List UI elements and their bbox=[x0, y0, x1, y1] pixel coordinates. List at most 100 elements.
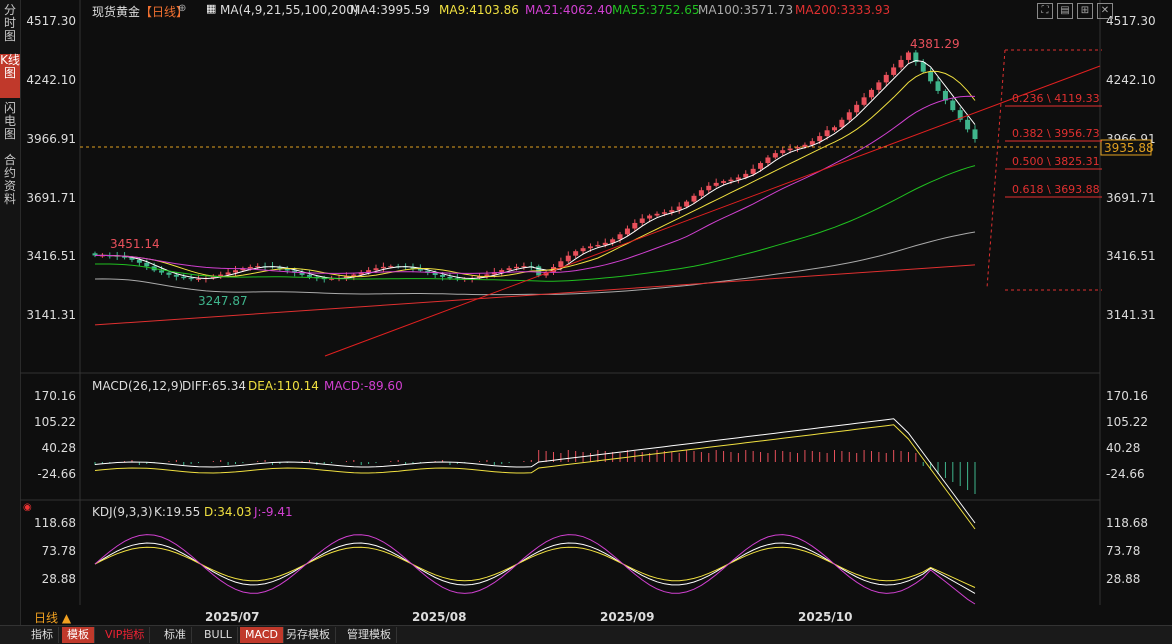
candle-body bbox=[388, 266, 394, 268]
macd-dea: DEA:110.14 bbox=[248, 379, 319, 393]
candle-body bbox=[218, 274, 224, 277]
ma100-line bbox=[94, 231, 976, 296]
kdj-d-line bbox=[94, 546, 976, 588]
candle-body bbox=[595, 244, 601, 247]
ma9-line bbox=[94, 70, 976, 278]
candle-body bbox=[868, 89, 874, 98]
candle-body bbox=[299, 272, 305, 275]
candle-body bbox=[765, 157, 771, 164]
candle-body bbox=[602, 242, 608, 245]
candle-body bbox=[136, 259, 142, 263]
candle-body bbox=[166, 272, 172, 275]
kdj-axis-label: 28.88 bbox=[1106, 572, 1140, 586]
macd-dea-line bbox=[94, 424, 976, 530]
zoom-icon[interactable]: ⊞ bbox=[1077, 3, 1093, 19]
tab-kline-chart[interactable]: K线图 bbox=[0, 54, 20, 98]
fullscreen-icon[interactable]: ⛶ bbox=[1037, 3, 1053, 19]
candle-body bbox=[425, 270, 431, 273]
kdj-settings-icon[interactable]: ◉ bbox=[23, 502, 32, 513]
tab-manage-templates[interactable]: 管理模板 bbox=[342, 627, 397, 643]
ma200-line bbox=[94, 264, 976, 326]
kdj-axis-label: 73.78 bbox=[42, 544, 76, 558]
candle-body bbox=[210, 276, 216, 279]
period-selector[interactable]: 日线 ▲ bbox=[34, 611, 72, 625]
fib-level-label: 0.618 \ 3693.88 bbox=[1012, 183, 1100, 196]
candle-body bbox=[942, 90, 948, 101]
kdj-k: K:19.55 bbox=[154, 505, 201, 519]
period-tag[interactable]: 【日线】 bbox=[140, 5, 189, 19]
candle-body bbox=[92, 253, 98, 256]
ma4-line bbox=[94, 59, 976, 280]
tab-flash-chart[interactable]: 闪电图 bbox=[3, 101, 16, 141]
candle-body bbox=[920, 62, 926, 72]
candle-body bbox=[321, 278, 327, 280]
kline-chart-svg[interactable]: 4517.30 4242.10 3966.91 3691.71 3416.51 3141.… bbox=[20, 0, 1172, 625]
candle-body bbox=[440, 274, 446, 277]
candle-body bbox=[905, 52, 911, 60]
candle-body bbox=[795, 147, 801, 149]
macd-axis-label: 170.16 bbox=[1106, 389, 1148, 403]
candle-body bbox=[255, 266, 261, 268]
low-annotation: 3247.87 bbox=[198, 294, 248, 308]
candle-body bbox=[913, 52, 919, 63]
candle-body bbox=[817, 136, 823, 142]
tab-macd[interactable]: MACD bbox=[240, 627, 284, 643]
symbol-name: 现货黄金 bbox=[92, 5, 141, 19]
grid-icon[interactable]: ▤ bbox=[1057, 3, 1073, 19]
price-axis-label: 3416.51 bbox=[26, 249, 76, 263]
candle-body bbox=[883, 74, 889, 83]
candle-body bbox=[373, 268, 379, 271]
color-palette-icon[interactable]: ▦ bbox=[206, 2, 217, 15]
date-axis-label: 2025/08 bbox=[412, 610, 466, 624]
candle-body bbox=[891, 67, 897, 75]
ma55-line bbox=[95, 165, 976, 282]
macd-diff-line bbox=[94, 418, 976, 524]
candle-body bbox=[351, 274, 357, 277]
tab-save-template[interactable]: 另存模板 bbox=[281, 627, 336, 643]
candle-body bbox=[477, 276, 483, 278]
trend-line bbox=[324, 65, 1101, 357]
candle-body bbox=[743, 173, 749, 178]
kdj-name: KDJ(9,3,3) bbox=[92, 505, 153, 519]
close-icon[interactable]: ✕ bbox=[1097, 3, 1113, 19]
candle-body bbox=[558, 261, 564, 268]
candle-body bbox=[654, 213, 660, 216]
candle-body bbox=[684, 201, 690, 207]
price-axis-label: 3416.51 bbox=[1106, 249, 1156, 263]
kdj-d: D:34.03 bbox=[204, 505, 252, 519]
settings-icon[interactable]: ⊕ bbox=[178, 3, 187, 14]
tab-contract-info[interactable]: 合约资料 bbox=[3, 153, 16, 206]
candle-body bbox=[854, 104, 860, 113]
candle-body bbox=[277, 267, 283, 269]
candle-body bbox=[366, 270, 372, 273]
candle-body bbox=[735, 177, 741, 180]
candle-body bbox=[122, 256, 128, 258]
tab-indicators[interactable]: 指标 bbox=[26, 627, 59, 643]
tab-vip-indicators[interactable]: VIP指标 bbox=[100, 627, 151, 643]
ma-params: MA(4,9,21,55,100,200) bbox=[220, 3, 359, 17]
kdj-axis-label: 118.68 bbox=[34, 516, 76, 530]
kdj-j: J:-9.41 bbox=[254, 505, 293, 519]
candle-body bbox=[846, 112, 852, 120]
price-axis-label: 3141.31 bbox=[1106, 308, 1156, 322]
candle-body bbox=[728, 179, 734, 182]
macd-name: MACD(26,12,9) bbox=[92, 379, 184, 393]
kdj-axis-label: 28.88 bbox=[42, 572, 76, 586]
candle-body bbox=[802, 144, 808, 148]
tab-templates[interactable]: 模板 bbox=[62, 627, 95, 643]
tab-time-chart[interactable]: 分时图 bbox=[3, 3, 16, 43]
prev-high-annotation: 3451.14 bbox=[110, 237, 160, 251]
candle-body bbox=[129, 257, 135, 260]
macd-axis-label: 40.28 bbox=[1106, 441, 1140, 455]
candle-body bbox=[676, 206, 682, 211]
current-price-box bbox=[1100, 139, 1152, 156]
candle-body bbox=[358, 272, 364, 275]
tab-standard[interactable]: 标准 bbox=[159, 627, 192, 643]
chart-area[interactable]: 4517.30 4242.10 3966.91 3691.71 3416.51 3141.… bbox=[20, 0, 1172, 625]
tab-bull[interactable]: BULL bbox=[199, 627, 238, 643]
price-axis-label: 3691.71 bbox=[1106, 191, 1156, 205]
candle-body bbox=[957, 110, 963, 120]
fib-level-label: 0.236 \ 4119.33 bbox=[1012, 92, 1100, 105]
current-price-label: 3935.88 bbox=[1104, 141, 1154, 155]
candle-body bbox=[824, 130, 830, 137]
